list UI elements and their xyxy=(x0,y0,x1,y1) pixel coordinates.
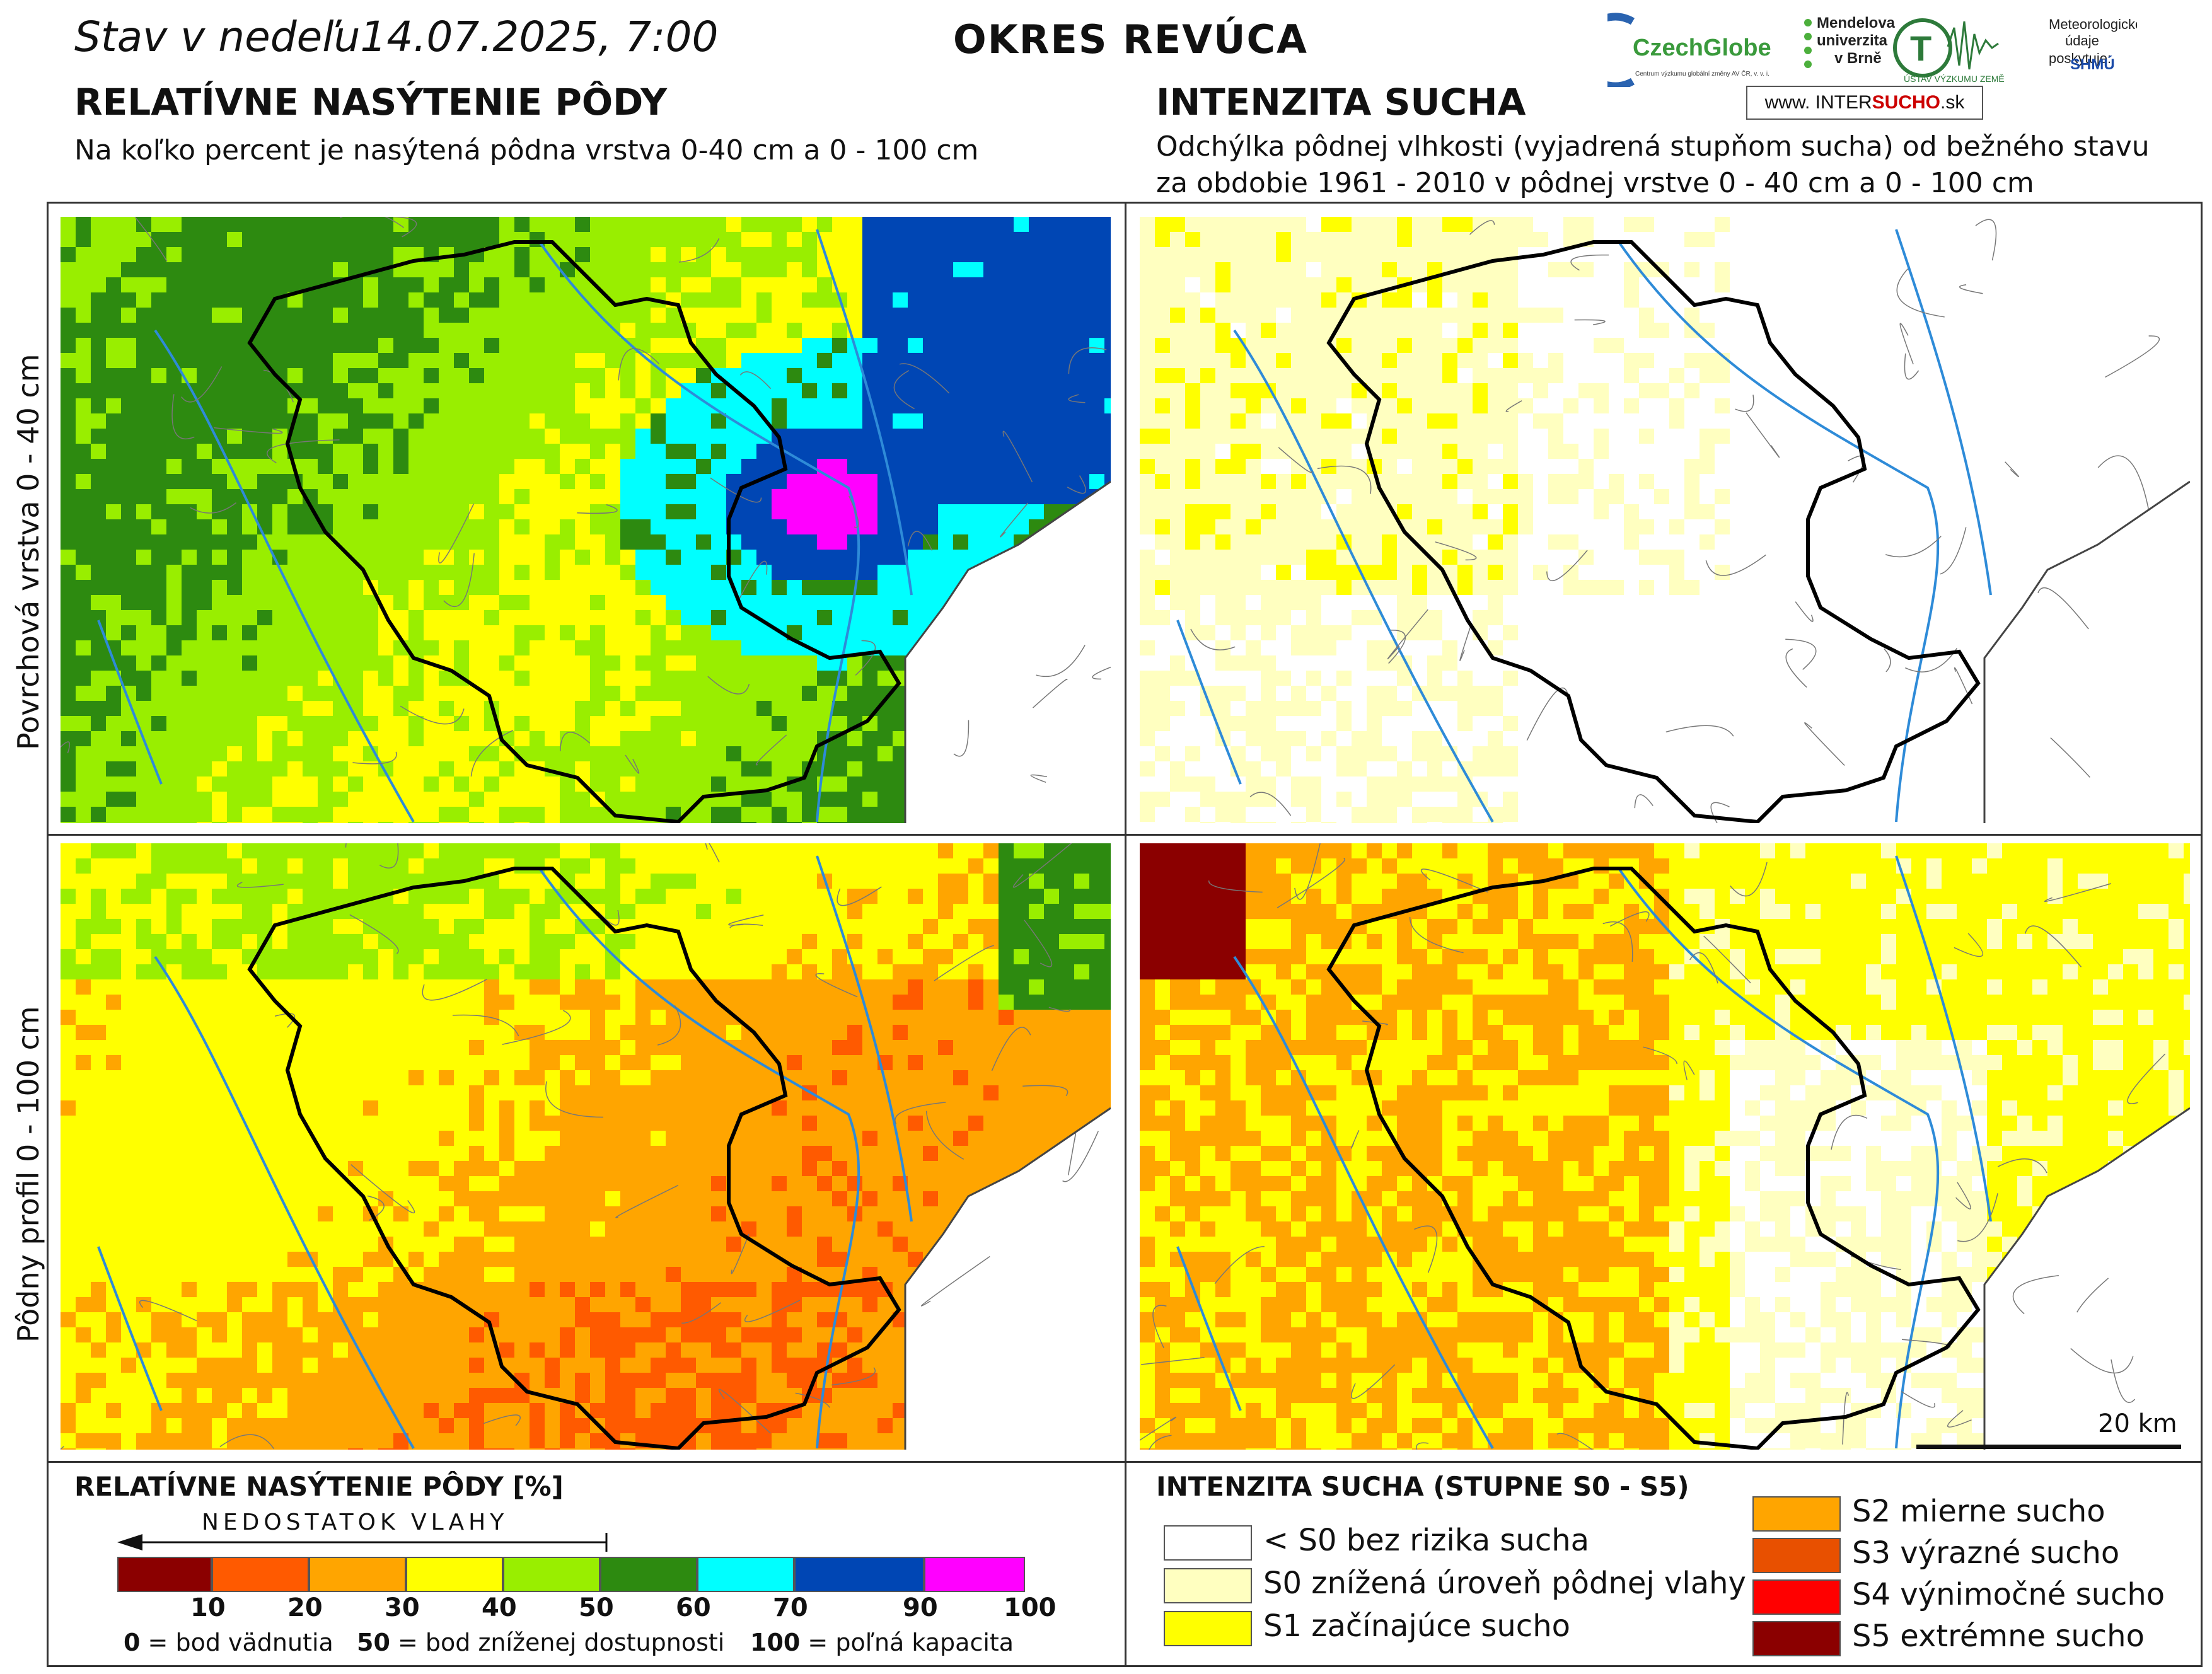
colorbar-tick-label: 100 xyxy=(1004,1593,1057,1622)
moisture-deficit-arrow xyxy=(117,1533,608,1552)
colorbar-tick-label: 70 xyxy=(773,1593,808,1622)
map-drought-surface xyxy=(1140,217,2190,823)
intersucho-link[interactable]: www. INTERSUCHO.sk xyxy=(1746,86,1983,120)
svg-text:údaje: údaje xyxy=(2065,33,2099,49)
drought-legend-title: INTENZITA SUCHA (STUPNE S0 - S5) xyxy=(1156,1471,1689,1502)
czechglobe-wordmark: CzechGlobe xyxy=(1633,35,1771,61)
colorbar-tick-label: 40 xyxy=(482,1593,517,1622)
drought-legend-swatch xyxy=(1752,1579,1841,1615)
scale-bar-label: 20 km xyxy=(2098,1409,2177,1438)
drought-legend-swatch xyxy=(1164,1611,1252,1646)
date-line: Stav v nedeľu14.07.2025, 7:00 xyxy=(74,13,719,61)
note-field-capacity: 100 = poľná kapacita xyxy=(750,1629,1014,1656)
scale-bar xyxy=(1916,1445,2181,1449)
svg-text:univerzita: univerzita xyxy=(1817,32,1888,49)
district-boundary xyxy=(1326,240,1981,823)
colorbar-bin xyxy=(924,1557,1025,1592)
map-saturation-profile xyxy=(61,843,1111,1450)
drought-legend-swatch xyxy=(1752,1621,1841,1656)
row-label-profile: Pôdny profil 0 - 100 cm xyxy=(11,1006,45,1342)
uvz-logo: T ÚSTAV VÝZKUMU ZEMĚ xyxy=(1893,18,2005,84)
saturation-tick-labels: 10 20 30 40 50 60 70 90 100 xyxy=(117,1593,1075,1625)
colorbar-bin xyxy=(600,1557,697,1592)
legend-divider xyxy=(47,1461,2203,1463)
colorbar-tick-label: 60 xyxy=(676,1593,711,1622)
mendel-logo: Mendelova univerzita v Brně xyxy=(1804,14,1896,68)
district-boundary xyxy=(247,867,901,1450)
drought-legend-swatch xyxy=(1752,1538,1841,1573)
svg-text:T: T xyxy=(1910,28,1931,68)
drought-legend-label: S2 mierne sucho xyxy=(1852,1494,2105,1529)
drought-title: INTENZITA SUCHA xyxy=(1156,81,1526,124)
panel-divider-vertical xyxy=(1125,202,1126,1667)
saturation-subtitle: Na koľko percent je nasýtená pôdna vrstv… xyxy=(74,134,979,166)
colorbar-tick-label: 50 xyxy=(579,1593,614,1622)
colorbar-bin xyxy=(794,1557,924,1592)
svg-text:ÚSTAV VÝZKUMU ZEMĚ: ÚSTAV VÝZKUMU ZEMĚ xyxy=(1904,74,2005,84)
note-wilting-point: 0 = bod vädnutia xyxy=(124,1629,333,1656)
drought-legend-label: S3 výrazné sucho xyxy=(1852,1535,2120,1571)
drought-legend-swatch xyxy=(1164,1568,1252,1603)
colorbar-tick-label: 10 xyxy=(190,1593,226,1622)
drought-legend-label: < S0 bez rizika sucha xyxy=(1263,1523,1590,1558)
colorbar-bin xyxy=(117,1557,212,1592)
drought-legend-label: S1 začínajúce sucho xyxy=(1263,1608,1570,1644)
drought-subtitle-1: Odchýlka pôdnej vlhkosti (vyjadrená stup… xyxy=(1156,130,2150,163)
svg-text:poskytuje:: poskytuje: xyxy=(2049,50,2111,66)
czechglobe-subtext: Centrum výzkumu globální změny AV ČR, v.… xyxy=(1635,69,1769,78)
partner-logos: CzechGlobe Centrum výzkumu globální změn… xyxy=(1607,13,2137,87)
colorbar-tick-label: 30 xyxy=(385,1593,420,1622)
drought-legend-label: S4 výnimočné sucho xyxy=(1852,1577,2165,1612)
saturation-legend-title: RELATÍVNE NASÝTENIE PÔDY [%] xyxy=(74,1471,564,1502)
district-boundary xyxy=(1326,867,1981,1450)
drought-legend-swatch xyxy=(1164,1525,1252,1561)
svg-text:SHMÚ: SHMÚ xyxy=(2070,55,2115,73)
colorbar-tick-label: 20 xyxy=(287,1593,323,1622)
colorbar-bin xyxy=(503,1557,600,1592)
colorbar-bin xyxy=(309,1557,406,1592)
drought-legend-label: S0 znížená úroveň pôdnej vlahy xyxy=(1263,1566,1746,1601)
colorbar-tick-label: 90 xyxy=(903,1593,938,1622)
shmu-logo: Meteorologické údaje poskytuje: SHMÚ xyxy=(2049,16,2137,73)
map-saturation-surface xyxy=(61,217,1111,823)
row-label-surface: Povrchová vrstva 0 - 40 cm xyxy=(11,354,45,750)
saturation-title: RELATÍVNE NASÝTENIE PÔDY xyxy=(74,81,668,124)
district-boundary xyxy=(247,240,901,823)
saturation-colorbar xyxy=(117,1557,1026,1592)
note-reduced-availability: 50 = bod zníženej dostupnosti xyxy=(357,1629,725,1656)
drought-legend-swatch xyxy=(1752,1496,1841,1532)
svg-text:v Brně: v Brně xyxy=(1834,50,1882,67)
district-name: OKRES REVÚCA xyxy=(953,16,1308,62)
panel-divider-horizontal xyxy=(47,834,2203,836)
colorbar-bin xyxy=(212,1557,309,1592)
svg-text:Mendelova: Mendelova xyxy=(1817,14,1896,32)
czechglobe-logo: CzechGlobe Centrum výzkumu globální změn… xyxy=(1607,13,1771,87)
drought-subtitle-2: za obdobie 1961 - 2010 v pôdnej vrstve 0… xyxy=(1156,167,2034,199)
drought-legend-label: S5 extrémne sucho xyxy=(1852,1619,2145,1654)
colorbar-bin xyxy=(697,1557,794,1592)
svg-text:Meteorologické: Meteorologické xyxy=(2049,16,2137,32)
moisture-deficit-label: NEDOSTATOK VLAHY xyxy=(202,1509,509,1535)
colorbar-bin xyxy=(406,1557,503,1592)
map-drought-profile xyxy=(1140,843,2190,1450)
